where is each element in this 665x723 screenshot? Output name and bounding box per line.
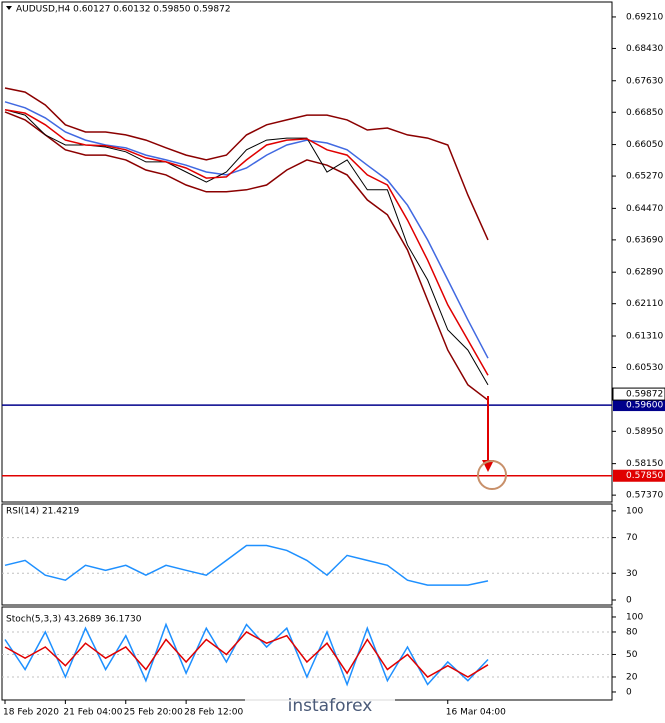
x-tick-label: 16 Mar 04:00: [446, 708, 506, 718]
y-tick-label: 0.57370: [626, 491, 663, 501]
series-line: [4, 87, 489, 241]
y-tick-label: 100: [626, 612, 643, 622]
y-tick-label: 100: [626, 506, 643, 516]
watermark: instaforex: [288, 696, 373, 716]
y-tick-label: 30: [626, 569, 638, 579]
series-line: [4, 101, 489, 359]
chart-title: AUDUSD,H4 0.60127 0.60132 0.59850 0.5987…: [16, 5, 231, 15]
y-tick-label: 80: [626, 627, 638, 637]
y-tick-label: 0.68430: [626, 44, 663, 54]
y-tick-label: 0.65270: [626, 172, 663, 182]
y-tick-label: 0.58150: [626, 459, 663, 469]
symbol-arrow: [6, 6, 12, 10]
y-tick-label: 0.62890: [626, 268, 663, 278]
x-tick-label: 28 Feb 12:00: [184, 708, 243, 718]
x-tick-label: 21 Feb 04:00: [63, 708, 122, 718]
y-tick-label: 0: [626, 687, 632, 697]
series-line: [4, 631, 489, 678]
y-tick-label: 0.58950: [626, 427, 663, 437]
series-line: [4, 622, 489, 687]
main-panel: [1, 1, 613, 503]
y-tick-label: 0.61310: [626, 332, 663, 342]
annotation-circle: [477, 460, 507, 490]
y-tick-label: 0.66850: [626, 108, 663, 118]
rsi-panel: [1, 503, 613, 606]
x-tick-label: 18 Feb 2020: [3, 708, 59, 718]
series-line: [4, 544, 489, 586]
level-label-bg: [613, 469, 665, 482]
last-price-label: 0.59872: [626, 390, 663, 400]
y-tick-label: 0.64470: [626, 204, 663, 214]
y-tick-label: 50: [626, 650, 638, 660]
y-tick-label: 20: [626, 672, 638, 682]
y-tick-label: 0.67630: [626, 76, 663, 86]
watermark-box: [245, 692, 395, 720]
y-tick-label: 0.60530: [626, 363, 663, 373]
level-label: 0.59600: [626, 401, 663, 411]
y-tick-label: 0: [626, 596, 632, 606]
rsi-title: RSI(14) 21.4219: [6, 507, 79, 517]
y-tick-label: 0.63690: [626, 235, 663, 245]
x-tick-label: 25 Feb 20:00: [124, 708, 183, 718]
series-line: [4, 111, 489, 401]
y-tick-label: 70: [626, 533, 638, 543]
level-label: 0.57850: [626, 471, 663, 481]
y-tick-label: 0.62110: [626, 299, 663, 309]
last-price-bg: [612, 387, 665, 401]
y-tick-label: 0.66050: [626, 140, 663, 150]
y-tick-label: 0.69210: [626, 12, 663, 22]
level-label-bg: [613, 399, 665, 412]
series-line: [4, 109, 489, 376]
stoch-title: Stoch(5,3,3) 43.2689 36.1730: [6, 615, 142, 625]
